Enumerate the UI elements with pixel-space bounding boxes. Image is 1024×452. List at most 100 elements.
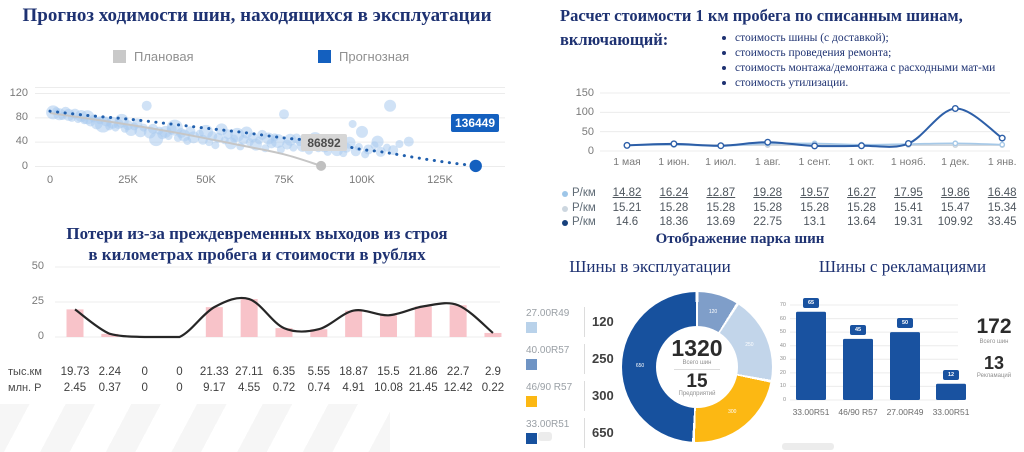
table-cell: 15.28	[753, 202, 783, 214]
scatter-point	[363, 144, 374, 155]
data-point-marker[interactable]	[999, 141, 1006, 148]
forecast-endpoint-marker[interactable]	[469, 159, 482, 173]
table-cell: 12.87	[706, 187, 736, 199]
table-cell: 12.42	[443, 382, 473, 394]
table-cell: 19.28	[753, 187, 783, 199]
planned-endpoint-marker[interactable]	[316, 160, 327, 171]
cost-bullet-list: стоимость шины (с доставкой); стоимость п…	[722, 31, 1022, 91]
legend-name: 33.00R51	[526, 419, 570, 430]
table-cell: 109.92	[937, 216, 973, 228]
legend-value: 650	[592, 425, 614, 440]
x-axis-tick: 25K	[118, 174, 138, 186]
table-cell: 16.27	[847, 187, 876, 199]
loss-bar[interactable]	[484, 332, 502, 337]
table-cell: 13.1	[803, 216, 826, 228]
scrollbar[interactable]	[538, 432, 552, 441]
y-axis-tick: 25	[31, 295, 44, 307]
claims-count: 13	[983, 353, 1005, 373]
y-axis-tick: 50	[779, 329, 786, 336]
table-cell: 2.45	[63, 382, 87, 394]
loss-bar[interactable]	[310, 329, 328, 337]
table-cell: 5.55	[307, 366, 330, 378]
claims-bar[interactable]	[890, 332, 920, 400]
data-point-marker[interactable]	[951, 104, 959, 112]
donut-enterprises-caption: Предприятий	[678, 390, 716, 397]
table-cell: 0	[176, 366, 183, 378]
table-cell: 0.22	[481, 382, 505, 394]
series-label: Р/км	[572, 202, 596, 214]
legend-item-planned[interactable]: Плановая	[113, 49, 194, 64]
y-axis-tick: 0	[21, 159, 28, 172]
loss-bar[interactable]	[449, 305, 467, 337]
legend-item-forecast[interactable]: Прогнозная	[318, 49, 409, 64]
bullet-item: стоимость шины (с доставкой);	[722, 31, 1022, 46]
data-point-marker[interactable]	[998, 134, 1006, 142]
y-axis-tick: 70	[779, 302, 786, 308]
claims-bar[interactable]	[843, 338, 873, 400]
loss-bar[interactable]	[66, 309, 84, 337]
loss-bar[interactable]	[101, 333, 119, 337]
losses-row2-label: млн. Р	[8, 382, 42, 394]
decorative-wave	[0, 404, 390, 452]
loss-bar[interactable]	[345, 310, 363, 337]
forecast-swatch	[318, 50, 331, 63]
table-cell: 22.7	[446, 366, 470, 378]
losses-title-line2: в километрах пробега и стоимости в рубля…	[88, 245, 426, 264]
data-point-marker[interactable]	[904, 140, 912, 148]
data-point-marker[interactable]	[858, 142, 866, 150]
y-axis-tick: 40	[15, 135, 28, 148]
scatter-point	[395, 140, 404, 149]
scatter-point	[403, 136, 414, 147]
losses-chart[interactable]	[55, 265, 502, 339]
loss-bar[interactable]	[379, 315, 397, 337]
y-axis-tick: 0	[37, 330, 44, 342]
y-axis-tick: 10	[779, 383, 786, 390]
claims-bar[interactable]	[796, 311, 826, 400]
legend-divider	[584, 307, 585, 337]
bullet-item: стоимость утилизации.	[722, 76, 1022, 91]
data-point-marker[interactable]	[623, 141, 631, 149]
donut-legend-item[interactable]: 33.00R51 650	[526, 418, 626, 448]
x-axis-tick: 33.00R51	[792, 407, 830, 417]
table-cell: 19.86	[940, 187, 970, 199]
table-cell: 2.24	[98, 366, 122, 378]
data-point-marker[interactable]	[764, 138, 772, 146]
bar-value-label: 65	[803, 297, 819, 308]
park-title: Отображение парка шин	[655, 231, 825, 247]
donut-legend-item[interactable]: 27.00R49 120	[526, 307, 626, 337]
claims-total: 172	[976, 315, 1012, 338]
table-cell: 15.28	[800, 202, 829, 214]
bullet-item: стоимость проведения ремонта;	[722, 46, 1022, 61]
table-cell: 17.95	[894, 187, 923, 199]
x-axis-tick: 27.00R49	[886, 407, 924, 417]
claims-bar-chart[interactable]	[790, 302, 966, 401]
claims-title: Шины с рекламациями	[818, 257, 987, 276]
donut-legend-item[interactable]: 40.00R57 250	[526, 344, 626, 374]
donut-segment-label: 120	[708, 309, 718, 316]
loss-bar[interactable]	[240, 299, 258, 337]
scatter-point	[356, 125, 368, 138]
table-cell: 21.86	[408, 366, 438, 378]
table-cell: 4.91	[342, 382, 365, 394]
data-point-marker[interactable]	[811, 142, 819, 150]
data-point-marker[interactable]	[717, 142, 725, 150]
scrollbar[interactable]	[782, 443, 834, 450]
data-point-marker[interactable]	[952, 140, 959, 147]
bullet-item: стоимость монтажа/демонтажа с расходными…	[722, 61, 1022, 76]
table-cell: 21.33	[199, 366, 229, 378]
table-cell: 4.55	[237, 382, 261, 394]
bar-value-label: 50	[897, 318, 913, 329]
claims-bar[interactable]	[936, 383, 966, 400]
donut-enterprises: 15	[686, 370, 708, 392]
donut-segment-label: 650	[635, 362, 645, 369]
y-axis-tick: 80	[15, 110, 28, 123]
loss-bar[interactable]	[205, 307, 223, 337]
forecast-scatter-chart[interactable]	[35, 83, 505, 173]
donut-legend-item[interactable]: 46/90 R57 300	[526, 381, 626, 411]
claims-total-caption: Всего шин	[979, 339, 1009, 345]
cost-line-chart[interactable]	[600, 90, 1010, 152]
loss-bar[interactable]	[414, 306, 432, 337]
loss-bar[interactable]	[275, 328, 293, 337]
data-point-marker[interactable]	[670, 140, 678, 148]
table-cell: 15.28	[706, 202, 736, 214]
